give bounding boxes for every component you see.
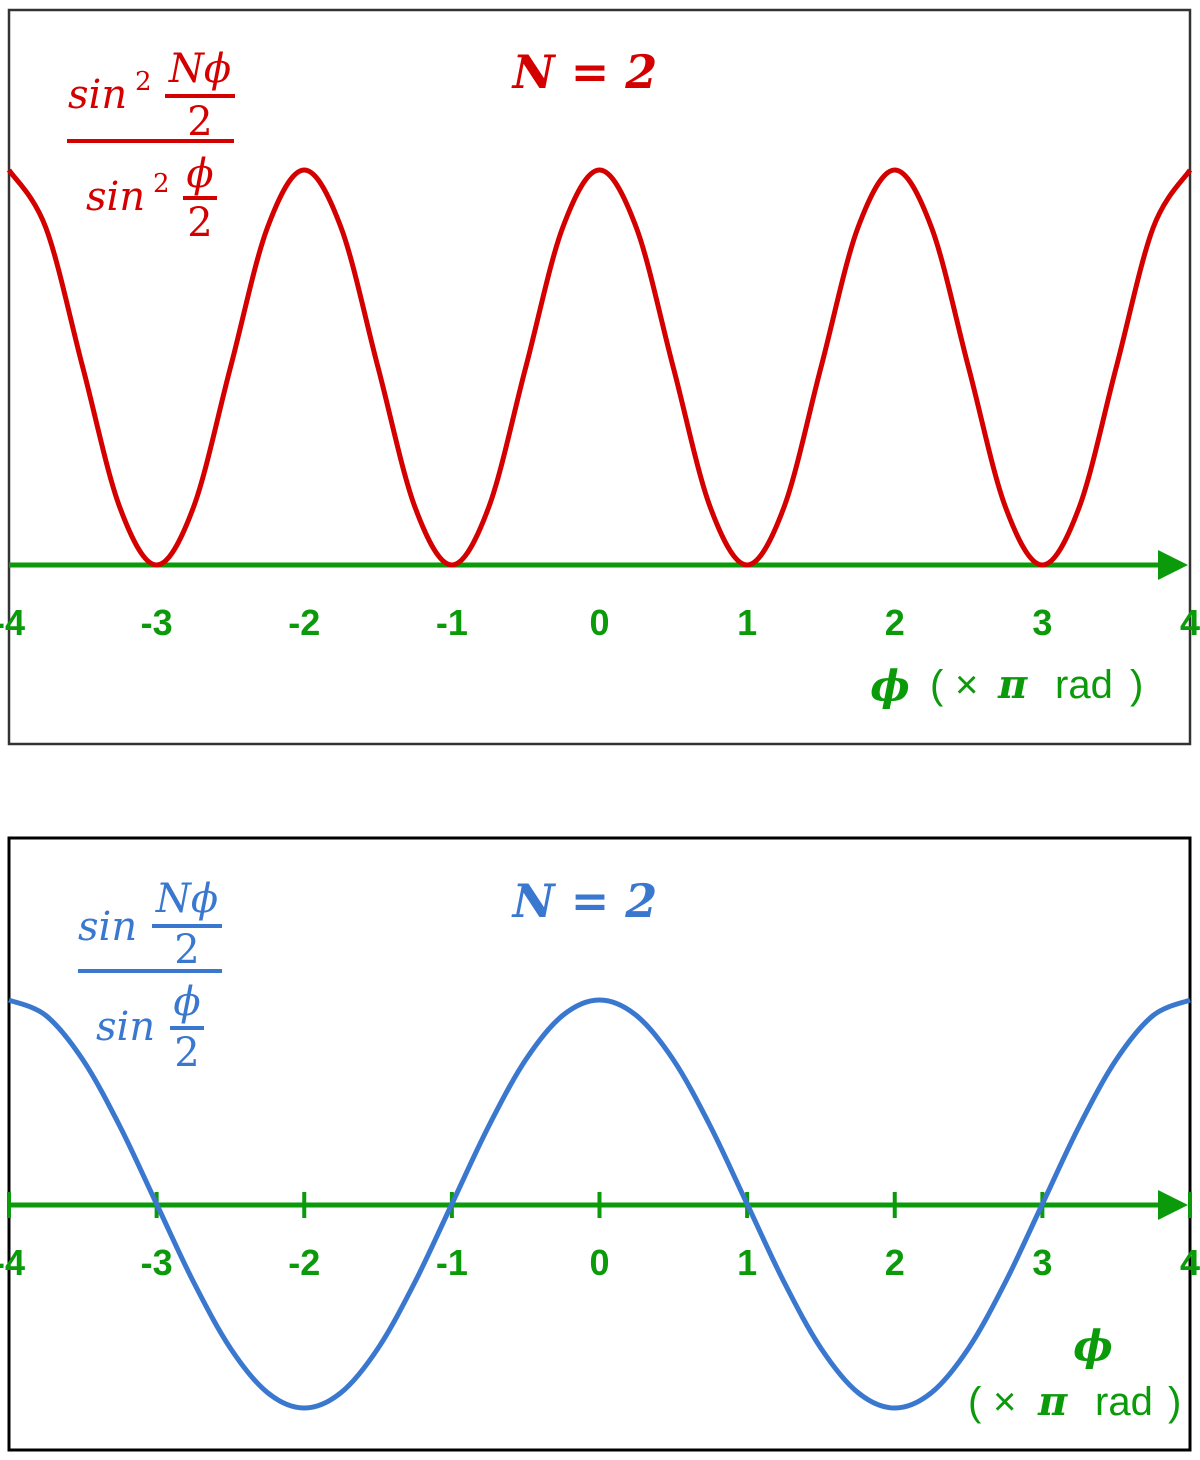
formula-inner-bar bbox=[152, 924, 222, 928]
formula-denominator: 2 bbox=[174, 927, 199, 973]
x-tick-label: 0 bbox=[589, 602, 609, 643]
bottom-formula: sin Nϕ 2 sin ϕ 2 bbox=[78, 876, 222, 1076]
xlabel-unit: rad bbox=[1055, 663, 1113, 707]
bottom-panel: sin Nϕ 2 sin ϕ 2 N = 2 -4 -3 -2 -1 0 1 2 3 4 ϕ (… bbox=[0, 836, 1200, 1452]
formula-main-bar bbox=[67, 139, 234, 143]
x-tick-label: -3 bbox=[141, 1242, 173, 1283]
top-xlabel: ϕ ( × π rad ) bbox=[870, 661, 1143, 710]
formula-den-func: sin bbox=[86, 174, 145, 220]
xlabel-pi: π bbox=[997, 661, 1028, 708]
xlabel-times: × bbox=[993, 1380, 1016, 1424]
formula-power: 2 bbox=[135, 67, 152, 97]
x-tick-label: 3 bbox=[1032, 1242, 1052, 1283]
xlabel-times: × bbox=[955, 663, 978, 707]
x-tick-label: 4 bbox=[1180, 1242, 1200, 1283]
top-plot-area: -4 -3 -2 -1 0 1 2 3 4 bbox=[0, 167, 1200, 643]
formula-func: sin bbox=[78, 904, 137, 950]
formula-inner-bar bbox=[165, 94, 235, 98]
top-title: N = 2 bbox=[511, 45, 658, 99]
bottom-frame bbox=[7, 836, 1192, 1452]
top-panel: sin 2 Nϕ 2 sin 2 ϕ 2 N = 2 -4 -3 -2 -1 0 1 2 3 4… bbox=[0, 8, 1200, 746]
x-tick-label: 2 bbox=[885, 602, 905, 643]
bottom-plot-area: -4 -3 -2 -1 0 1 2 3 4 bbox=[0, 997, 1200, 1411]
x-tick-label: -3 bbox=[141, 602, 173, 643]
top-formula: sin 2 Nϕ 2 sin 2 ϕ 2 bbox=[67, 46, 235, 246]
formula-den-denominator: 2 bbox=[187, 200, 212, 246]
xlabel-unit: rad bbox=[1095, 1380, 1153, 1424]
formula-func: sin bbox=[68, 72, 127, 118]
xlabel-pi: π bbox=[1037, 1378, 1068, 1425]
formula-den-func: sin bbox=[96, 1004, 155, 1050]
x-tick-label: 1 bbox=[737, 602, 757, 643]
xlabel-open: ( bbox=[968, 1380, 982, 1424]
x-tick-label: -2 bbox=[288, 1242, 320, 1283]
formula-den-power: 2 bbox=[153, 169, 170, 199]
x-tick-label: 1 bbox=[737, 1242, 757, 1283]
x-tick-label: -4 bbox=[0, 1242, 25, 1283]
bottom-xlabel: ϕ ( × π rad ) bbox=[968, 1321, 1181, 1425]
formula-den-numerator: ϕ bbox=[173, 979, 200, 1025]
formula-main-bar bbox=[78, 969, 222, 973]
x-tick-label: -1 bbox=[436, 602, 468, 643]
formula-numerator: Nϕ bbox=[168, 46, 231, 92]
xlabel-close: ) bbox=[1168, 1380, 1181, 1424]
formula-den-bar bbox=[183, 196, 217, 200]
formula-den-denominator: 2 bbox=[174, 1030, 199, 1076]
xlabel-close: ) bbox=[1130, 663, 1143, 707]
x-axis-arrowhead bbox=[1158, 1190, 1188, 1220]
x-tick-label: 0 bbox=[589, 1242, 609, 1283]
x-axis-arrowhead bbox=[1158, 550, 1188, 580]
series-line bbox=[6, 167, 1193, 568]
x-tick-label: 2 bbox=[885, 1242, 905, 1283]
xlabel-open: ( bbox=[930, 663, 944, 707]
formula-denominator: 2 bbox=[187, 99, 212, 145]
formula-numerator: Nϕ bbox=[155, 876, 218, 922]
xlabel-symbol: ϕ bbox=[870, 661, 910, 710]
formula-den-bar bbox=[170, 1026, 204, 1030]
x-tick-label: 4 bbox=[1180, 602, 1200, 643]
x-tick-label: -4 bbox=[0, 602, 25, 643]
bottom-title: N = 2 bbox=[511, 874, 658, 928]
xlabel-symbol: ϕ bbox=[1073, 1321, 1113, 1370]
x-tick-label: -2 bbox=[288, 602, 320, 643]
top-frame bbox=[7, 8, 1192, 746]
x-tick-label: -1 bbox=[436, 1242, 468, 1283]
x-tick-label: 3 bbox=[1032, 602, 1052, 643]
formula-den-numerator: ϕ bbox=[186, 151, 213, 197]
series-line bbox=[8, 997, 1191, 1411]
